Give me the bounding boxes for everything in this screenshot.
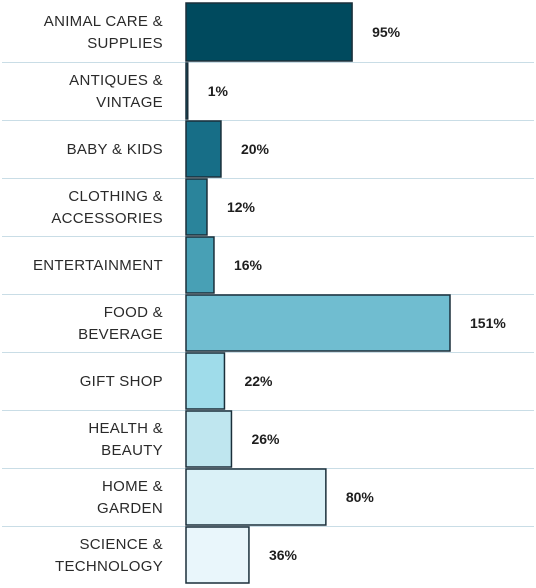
bar: [185, 294, 451, 352]
value-label: 95%: [372, 24, 401, 40]
category-label: SUPPLIES: [87, 35, 163, 52]
category-label: HOME &: [102, 478, 163, 495]
value-label: 26%: [251, 431, 280, 447]
category-label: SCIENCE &: [79, 536, 163, 553]
value-label: 1%: [208, 83, 229, 99]
category-label: GIFT SHOP: [80, 373, 163, 390]
bar: [185, 120, 222, 178]
bar: [185, 178, 208, 236]
bar: [185, 2, 353, 62]
value-label: 36%: [269, 547, 298, 563]
bar: [185, 410, 233, 468]
bar: [185, 236, 215, 294]
category-label: TECHNOLOGY: [55, 558, 163, 575]
category-label: CLOTHING &: [68, 188, 163, 205]
bar: [185, 62, 189, 120]
value-label: 80%: [346, 489, 375, 505]
value-label: 20%: [241, 141, 270, 157]
category-label: HEALTH &: [88, 420, 163, 437]
value-label: 22%: [244, 373, 273, 389]
category-label: FOOD &: [104, 304, 163, 321]
category-label: ANIMAL CARE &: [44, 13, 163, 30]
value-label: 12%: [227, 199, 256, 215]
bar: [185, 468, 327, 526]
bar: [185, 352, 226, 410]
category-label: BEVERAGE: [78, 326, 163, 343]
category-label: ENTERTAINMENT: [33, 257, 163, 274]
category-label: GARDEN: [97, 500, 163, 517]
category-label: ANTIQUES &: [69, 72, 163, 89]
category-label: BABY & KIDS: [67, 141, 163, 158]
value-label: 16%: [234, 257, 263, 273]
bar: [185, 526, 250, 584]
category-label: ACCESSORIES: [51, 210, 163, 227]
category-label: BEAUTY: [101, 442, 163, 459]
value-label: 151%: [470, 315, 506, 331]
category-label: VINTAGE: [96, 94, 163, 111]
